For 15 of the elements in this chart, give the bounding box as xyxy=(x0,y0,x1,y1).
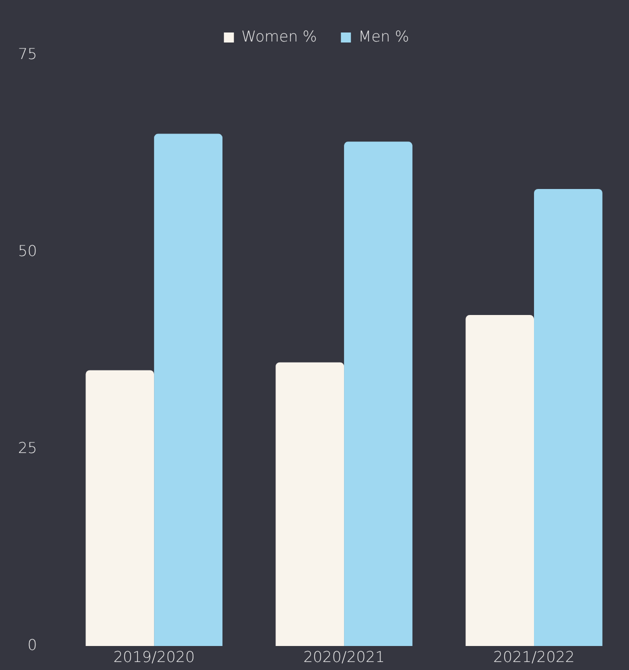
y-tick-label: 75 xyxy=(18,44,38,63)
y-tick-label: 0 xyxy=(28,636,38,654)
legend-label: Men % xyxy=(358,27,410,46)
x-tick-label: 2021/2022 xyxy=(493,648,575,666)
bar xyxy=(344,142,412,646)
bar xyxy=(466,315,534,646)
bar xyxy=(154,134,222,646)
bar xyxy=(86,370,154,646)
bar xyxy=(276,362,344,646)
x-tick-label: 2020/2021 xyxy=(303,648,385,666)
y-tick-label: 25 xyxy=(18,438,38,457)
bar xyxy=(534,188,602,646)
y-tick-label: 50 xyxy=(18,242,38,260)
legend-label: Women % xyxy=(241,27,317,46)
x-tick-label: 2019/2020 xyxy=(113,648,195,666)
